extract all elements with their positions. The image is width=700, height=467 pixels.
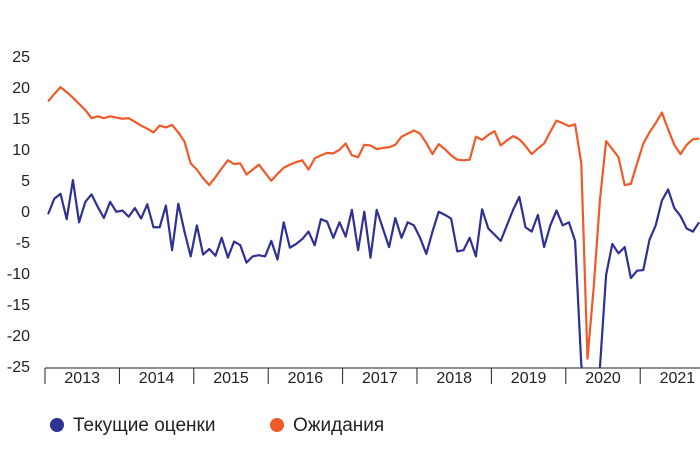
y-tick-label: -25 [7,359,30,376]
y-tick-label: -10 [7,266,30,283]
series-line [47,86,700,360]
series-line [47,179,700,368]
y-tick-label: -5 [16,235,30,252]
x-tick-label: 2018 [436,370,472,387]
x-tick-label: 2014 [139,370,175,387]
x-tick-label: 2020 [585,370,621,387]
y-tick-label: 5 [21,173,30,190]
y-tick-label: -15 [7,297,30,314]
x-tick-label: 2013 [64,370,100,387]
x-tick-label: 2016 [288,370,324,387]
y-tick-label: 15 [12,111,30,128]
y-tick-label: 25 [12,49,30,66]
y-tick-label: 0 [21,204,30,221]
legend-marker [270,418,284,432]
y-tick-label: 20 [12,80,30,97]
legend-label: Ожидания [293,415,384,436]
x-tick-label: 2017 [362,370,398,387]
legend-marker [50,418,64,432]
y-tick-label: 10 [12,142,30,159]
x-tick-label: 2021 [660,370,696,387]
x-tick-label: 2015 [213,370,249,387]
x-tick-label: 2019 [511,370,547,387]
legend-label: Текущие оценки [73,415,215,436]
plot-area [47,86,700,368]
y-tick-label: -20 [7,328,30,345]
